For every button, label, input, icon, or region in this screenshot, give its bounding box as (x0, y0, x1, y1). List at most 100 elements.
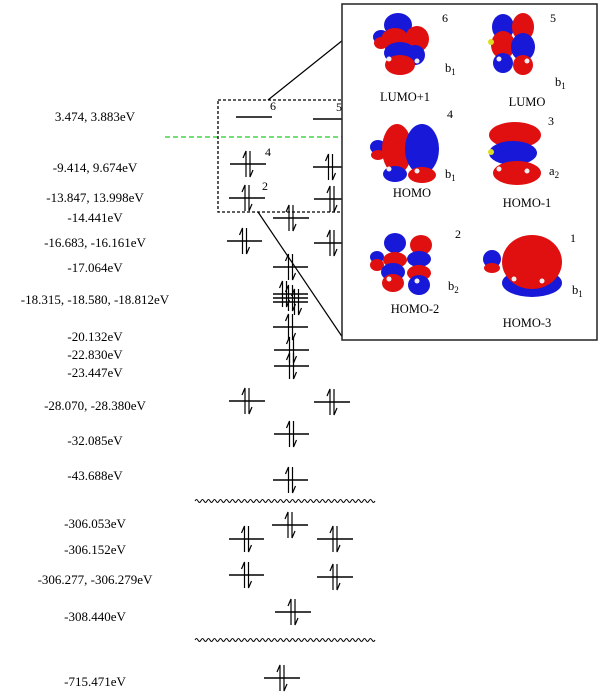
orbital-name: LUMO+1 (380, 90, 430, 104)
orbital-isosurface-image (373, 13, 429, 75)
orbital-inset: 6 b1 LUMO+1 5 b1 LUMO 4 b1 HOMO 3 a2 HOMO-1 2 b2 HOMO-… (370, 11, 583, 330)
spin-up-arrow-icon (287, 598, 292, 625)
positive-lobe (491, 31, 515, 59)
spin-down-arrow-icon (249, 151, 254, 178)
level-number: 2 (262, 179, 268, 193)
spin-down-arrow-icon (331, 154, 337, 181)
callout-line-top (267, 39, 344, 101)
symmetry-label: b1 (555, 75, 566, 91)
energy-label: -22.830eV (67, 347, 123, 362)
orbital-name: LUMO (509, 95, 546, 109)
spin-up-arrow-icon (284, 466, 290, 493)
spin-up-arrow-icon (240, 525, 246, 552)
spin-up-arrow-icon (329, 525, 334, 552)
negative-lobe (489, 141, 537, 165)
energy-label: -20.132eV (67, 329, 123, 344)
orbital-level (273, 466, 308, 494)
orbital-level (317, 525, 353, 553)
spin-down-arrow-icon (245, 228, 251, 255)
orbital-isosurface-image (488, 13, 535, 75)
spin-down-arrow-icon (333, 389, 338, 416)
orbital-homo-2: 2 b2 HOMO-2 (370, 227, 461, 316)
spin-down-arrow-icon (292, 421, 298, 448)
spin-up-arrow-icon (326, 185, 331, 212)
energy-label: -18.315, -18.580, -18.812eV (21, 292, 170, 307)
energy-label: -14.441eV (67, 210, 123, 225)
energy-label: -28.070, -28.380eV (44, 398, 146, 413)
negative-lobe (493, 53, 513, 73)
orbital-level (230, 150, 266, 178)
orbital-number: 4 (447, 107, 453, 121)
spin-down-arrow-icon (248, 185, 253, 212)
orbital-name: HOMO-1 (503, 196, 552, 210)
positive-lobe (484, 263, 500, 273)
energy-label: -23.447eV (67, 365, 123, 380)
orbital-isosurface-image (370, 124, 439, 183)
orbital-number: 1 (570, 231, 576, 245)
energy-labels: 3.474, 3.883eV -9.414, 9.674eV -13.847, 13… (21, 109, 170, 689)
negative-lobe (408, 275, 430, 295)
spin-down-arrow-icon (291, 467, 297, 494)
level-number: 5 (336, 100, 342, 114)
negative-lobe (370, 140, 386, 154)
symmetry-label: b1 (445, 167, 456, 183)
spin-down-arrow-icon (336, 564, 341, 591)
orbital-homo: 4 b1 HOMO (370, 107, 456, 200)
orbital-lumo-plus-1: 6 b1 LUMO+1 (373, 11, 456, 104)
energy-label: -715.471eV (64, 674, 126, 689)
energy-label: -308.440eV (64, 609, 126, 624)
spin-up-arrow-icon (238, 227, 244, 254)
hydrogen-atom (496, 56, 502, 62)
positive-lobe (408, 167, 436, 183)
positive-lobe (489, 122, 541, 148)
orbital-name: HOMO (393, 186, 431, 200)
orbital-isosurface-image (370, 233, 432, 295)
orbital-level (264, 664, 300, 692)
hydrogen-atom (511, 276, 517, 282)
orbital-isosurface-image (483, 235, 562, 297)
spin-up-arrow-icon (326, 229, 331, 256)
energy-label: -306.053eV (64, 516, 126, 531)
hydrogen-atom (386, 56, 392, 62)
spin-up-arrow-icon (284, 253, 290, 280)
orbital-level (229, 184, 265, 212)
hydrogen-atom (414, 58, 420, 64)
spin-down-arrow-icon (297, 289, 303, 316)
hydrogen-atom (386, 166, 392, 172)
energy-label: -306.277, -306.279eV (38, 572, 153, 587)
positive-lobe (385, 55, 415, 75)
positive-lobe (382, 274, 404, 292)
spin-down-arrow-icon (248, 388, 253, 415)
spin-up-arrow-icon (285, 352, 291, 379)
orbital-number: 3 (548, 114, 554, 128)
orbital-level (273, 280, 308, 308)
orbital-level (272, 511, 308, 539)
orbital-level (273, 313, 308, 341)
orbital-level (273, 284, 308, 312)
spin-up-arrow-icon (241, 184, 246, 211)
halogen-atom (488, 149, 494, 155)
orbital-level (274, 336, 309, 364)
positive-lobe (512, 13, 534, 41)
orbital-level (273, 253, 308, 281)
spin-up-arrow-icon (285, 204, 290, 231)
spin-up-arrow-icon (284, 313, 290, 340)
orbital-level (229, 561, 264, 589)
energy-label: -32.085eV (67, 433, 123, 448)
level-number: 4 (265, 145, 271, 159)
spin-down-arrow-icon (247, 562, 253, 589)
orbital-level (274, 352, 309, 380)
energy-label: -16.683, -16.161eV (44, 235, 146, 250)
spin-up-arrow-icon (241, 387, 246, 414)
level-number: 6 (270, 99, 276, 113)
energy-label: -9.414, 9.674eV (53, 160, 138, 175)
positive-lobe (410, 235, 432, 255)
positive-lobe (382, 124, 412, 174)
spin-down-arrow-icon (292, 353, 298, 380)
negative-lobe (384, 233, 406, 253)
orbital-level (273, 288, 308, 316)
spin-up-arrow-icon (285, 420, 291, 447)
energy-label: -43.688eV (67, 468, 123, 483)
orbital-name: HOMO-2 (391, 302, 440, 316)
negative-lobe (483, 250, 501, 268)
